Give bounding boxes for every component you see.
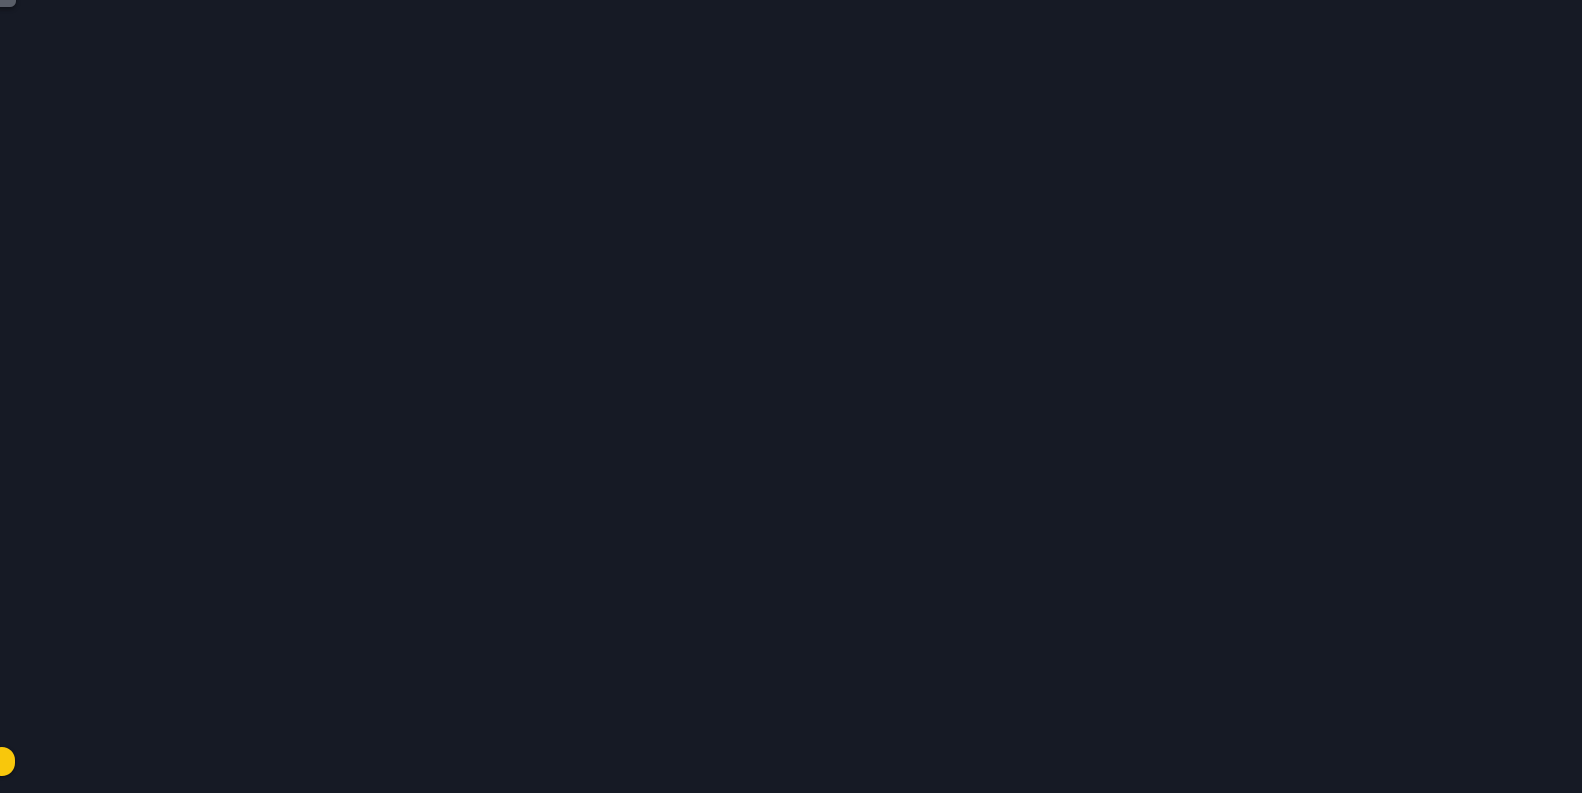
last-price-badge <box>1512 0 1582 19</box>
price-axis[interactable] <box>1510 0 1582 760</box>
interval-tooltip <box>0 0 16 7</box>
sun-icon[interactable] <box>1532 761 1564 791</box>
go-to-start-button[interactable] <box>0 747 15 776</box>
quote-readout <box>150 9 168 24</box>
time-axis[interactable] <box>0 760 1510 793</box>
chart-header <box>0 0 700 34</box>
